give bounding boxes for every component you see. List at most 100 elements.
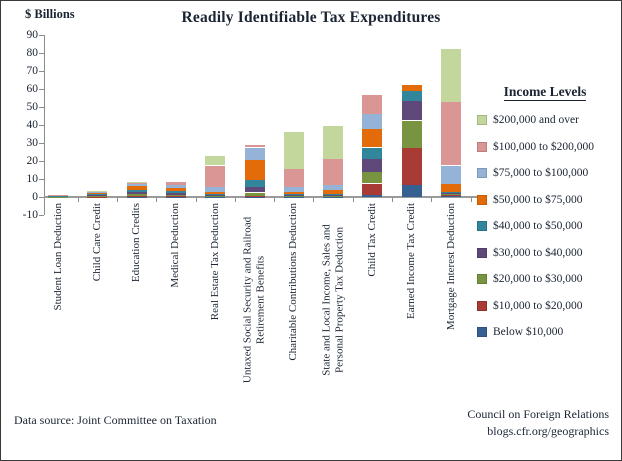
- x-axis-category-label: Student Loan Deduction: [52, 203, 65, 396]
- x-axis-category-label: Charitable Contributions Deduction: [287, 203, 300, 396]
- legend: Income Levels $200,000 and over $100,000 …: [472, 84, 618, 351]
- x-axis-label-line: Earned Income Tax Credit: [405, 203, 418, 320]
- bar-segment: [244, 144, 265, 148]
- x-axis-label-line: Retirement Benefits: [254, 255, 267, 344]
- legend-swatch: [477, 300, 487, 311]
- x-axis-label-line: Child Care Credit: [90, 203, 103, 282]
- legend-swatch: [477, 247, 487, 258]
- bar-segment: [441, 194, 461, 196]
- y-axis-tick-label: 50: [26, 100, 39, 113]
- x-axis-category-label: Child Tax Credit: [366, 203, 379, 396]
- bar-segment: [362, 95, 383, 115]
- legend-items: $200,000 and over $100,000 to $200,000 $75…: [472, 112, 618, 351]
- x-axis-label-line: Child Tax Credit: [365, 203, 378, 277]
- legend-label: $20,000 to $30,000: [493, 273, 583, 285]
- bar-segment: [244, 187, 265, 193]
- legend-label: $40,000 to $50,000: [493, 220, 583, 232]
- bar-segment: [323, 159, 344, 186]
- legend-label: $10,000 to $20,000: [493, 299, 583, 312]
- y-tick-mark: [39, 89, 44, 90]
- bar-segment: [323, 190, 344, 194]
- x-axis-label-line: State and Local Income, Sales and: [320, 223, 333, 376]
- bar-segment: [362, 147, 383, 160]
- bar-segment: [441, 195, 461, 197]
- y-axis-tick-label: 90: [26, 28, 39, 41]
- bar-segment: [205, 195, 226, 196]
- bar-segment: [126, 195, 147, 197]
- bar-segment: [87, 194, 108, 196]
- bar-segment: [323, 195, 344, 196]
- legend-title: Income Levels: [503, 84, 587, 101]
- legend-label: $75,000 to $100,000: [493, 167, 589, 179]
- bar-segment: [244, 196, 265, 197]
- legend-swatch: [477, 274, 487, 284]
- x-axis-category-label: Untaxed Social Security and Railroad Reti…: [242, 203, 268, 396]
- bar-segment: [323, 125, 344, 160]
- bar-segment: [87, 195, 108, 197]
- bar-segment: [126, 186, 147, 190]
- x-axis-line: [44, 196, 480, 198]
- bar-segment: [323, 193, 344, 195]
- legend-item: $10,000 to $20,000: [472, 298, 618, 325]
- bar-segment: [87, 196, 108, 197]
- bar-segment: [205, 187, 226, 192]
- bar-segment: [283, 187, 304, 192]
- y-axis-tick-label: 60: [26, 82, 39, 95]
- bar-segment: [165, 196, 186, 197]
- legend-swatch: [477, 327, 487, 337]
- bar-segment: [362, 183, 383, 196]
- bar-segment: [401, 120, 422, 149]
- bar-segment: [362, 171, 383, 184]
- x-axis-label-line: Personal Property Tax Deduction: [333, 226, 346, 373]
- bar-segment: [205, 194, 226, 196]
- y-axis-tick-label: -10: [22, 208, 38, 221]
- data-source-note: Data source: Joint Committee on Taxation: [14, 413, 217, 427]
- bar-segment: [283, 132, 304, 170]
- y-axis-line: [44, 35, 45, 215]
- y-tick-mark: [39, 143, 44, 144]
- bar-segment: [165, 181, 186, 186]
- y-tick-mark: [39, 215, 44, 216]
- x-axis-category-label: Education Credits: [130, 203, 143, 396]
- bar-segment: [362, 159, 383, 172]
- bar-segment: [283, 169, 304, 188]
- legend-item: Below $10,000: [472, 324, 618, 351]
- x-axis-label-line: Medical Deduction: [169, 203, 182, 288]
- bar-segment: [441, 49, 461, 102]
- y-axis-tick-label: 10: [26, 172, 39, 185]
- bar-segment: [283, 191, 304, 195]
- y-tick-mark: [39, 71, 44, 72]
- x-tick-mark: [431, 198, 433, 202]
- x-tick-mark: [274, 198, 276, 202]
- y-tick-mark: [39, 197, 44, 198]
- y-axis-title: $ Billions: [25, 7, 75, 21]
- x-tick-mark: [392, 198, 394, 202]
- x-axis-label-line: Real Estate Tax Deduction: [208, 203, 221, 321]
- legend-item: $100,000 to $200,000: [472, 139, 618, 166]
- bar-segment: [126, 191, 147, 195]
- legend-label: $200,000 and over: [493, 114, 579, 126]
- bar-segment: [362, 128, 383, 148]
- bar-segment: [165, 185, 186, 188]
- x-axis-label-line: Untaxed Social Security and Railroad: [241, 216, 254, 383]
- bar-segment: [323, 185, 344, 191]
- y-axis-tick-label: 80: [26, 46, 39, 59]
- bar-segment: [441, 191, 461, 194]
- bar-segment: [401, 185, 422, 197]
- bar-segment: [283, 194, 304, 196]
- bar-segment: [441, 165, 461, 184]
- legend-swatch: [477, 141, 487, 152]
- x-tick-mark: [352, 198, 354, 202]
- bar-segment: [441, 193, 461, 195]
- y-axis-tick-label: 20: [26, 154, 39, 167]
- y-tick-mark: [39, 179, 44, 180]
- bar-segment: [244, 147, 265, 161]
- bar-segment: [244, 179, 265, 188]
- legend-label: $30,000 to $40,000: [493, 246, 583, 259]
- x-axis-label-line: Education Credits: [130, 203, 143, 283]
- bar-segment: [362, 114, 383, 129]
- bar-segment: [401, 100, 422, 121]
- bar-segment: [441, 195, 461, 196]
- bar-segment: [165, 188, 186, 192]
- attribution: Council on Foreign Relations blogs.cfr.o…: [467, 406, 609, 440]
